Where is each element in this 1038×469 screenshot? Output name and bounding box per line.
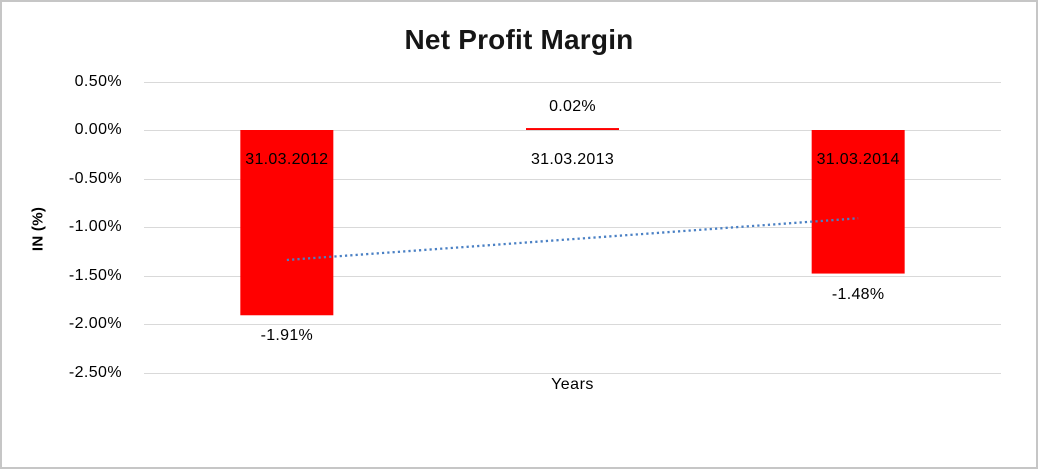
- y-tick-label: 0.00%: [74, 121, 122, 138]
- y-tick-label: -1.00%: [68, 218, 122, 235]
- trendline-dotted: [286, 217, 859, 262]
- y-tick-label: -0.50%: [68, 169, 122, 187]
- data-label: 0.02%: [549, 98, 596, 116]
- y-tick-label: -2.50%: [68, 363, 122, 381]
- x-axis-title: Years: [551, 376, 594, 393]
- chart-title: Net Profit Margin: [404, 24, 634, 55]
- category-label: 31.03.2012: [245, 151, 329, 168]
- y-axis-title: IN (%): [29, 206, 47, 252]
- bar-31.03.2013: [526, 128, 619, 130]
- data-label: -1.48%: [831, 285, 885, 303]
- category-label: 31.03.2013: [530, 151, 615, 168]
- category-label: 31.03.2014: [816, 151, 900, 168]
- bar-31.03.2014: [811, 130, 905, 274]
- y-tick-label: -2.00%: [68, 315, 122, 332]
- y-tick-label: -1.50%: [68, 266, 122, 284]
- data-label: -1.91%: [260, 327, 314, 345]
- bar-31.03.2012: [240, 130, 334, 316]
- y-tick-label: 0.50%: [74, 72, 122, 90]
